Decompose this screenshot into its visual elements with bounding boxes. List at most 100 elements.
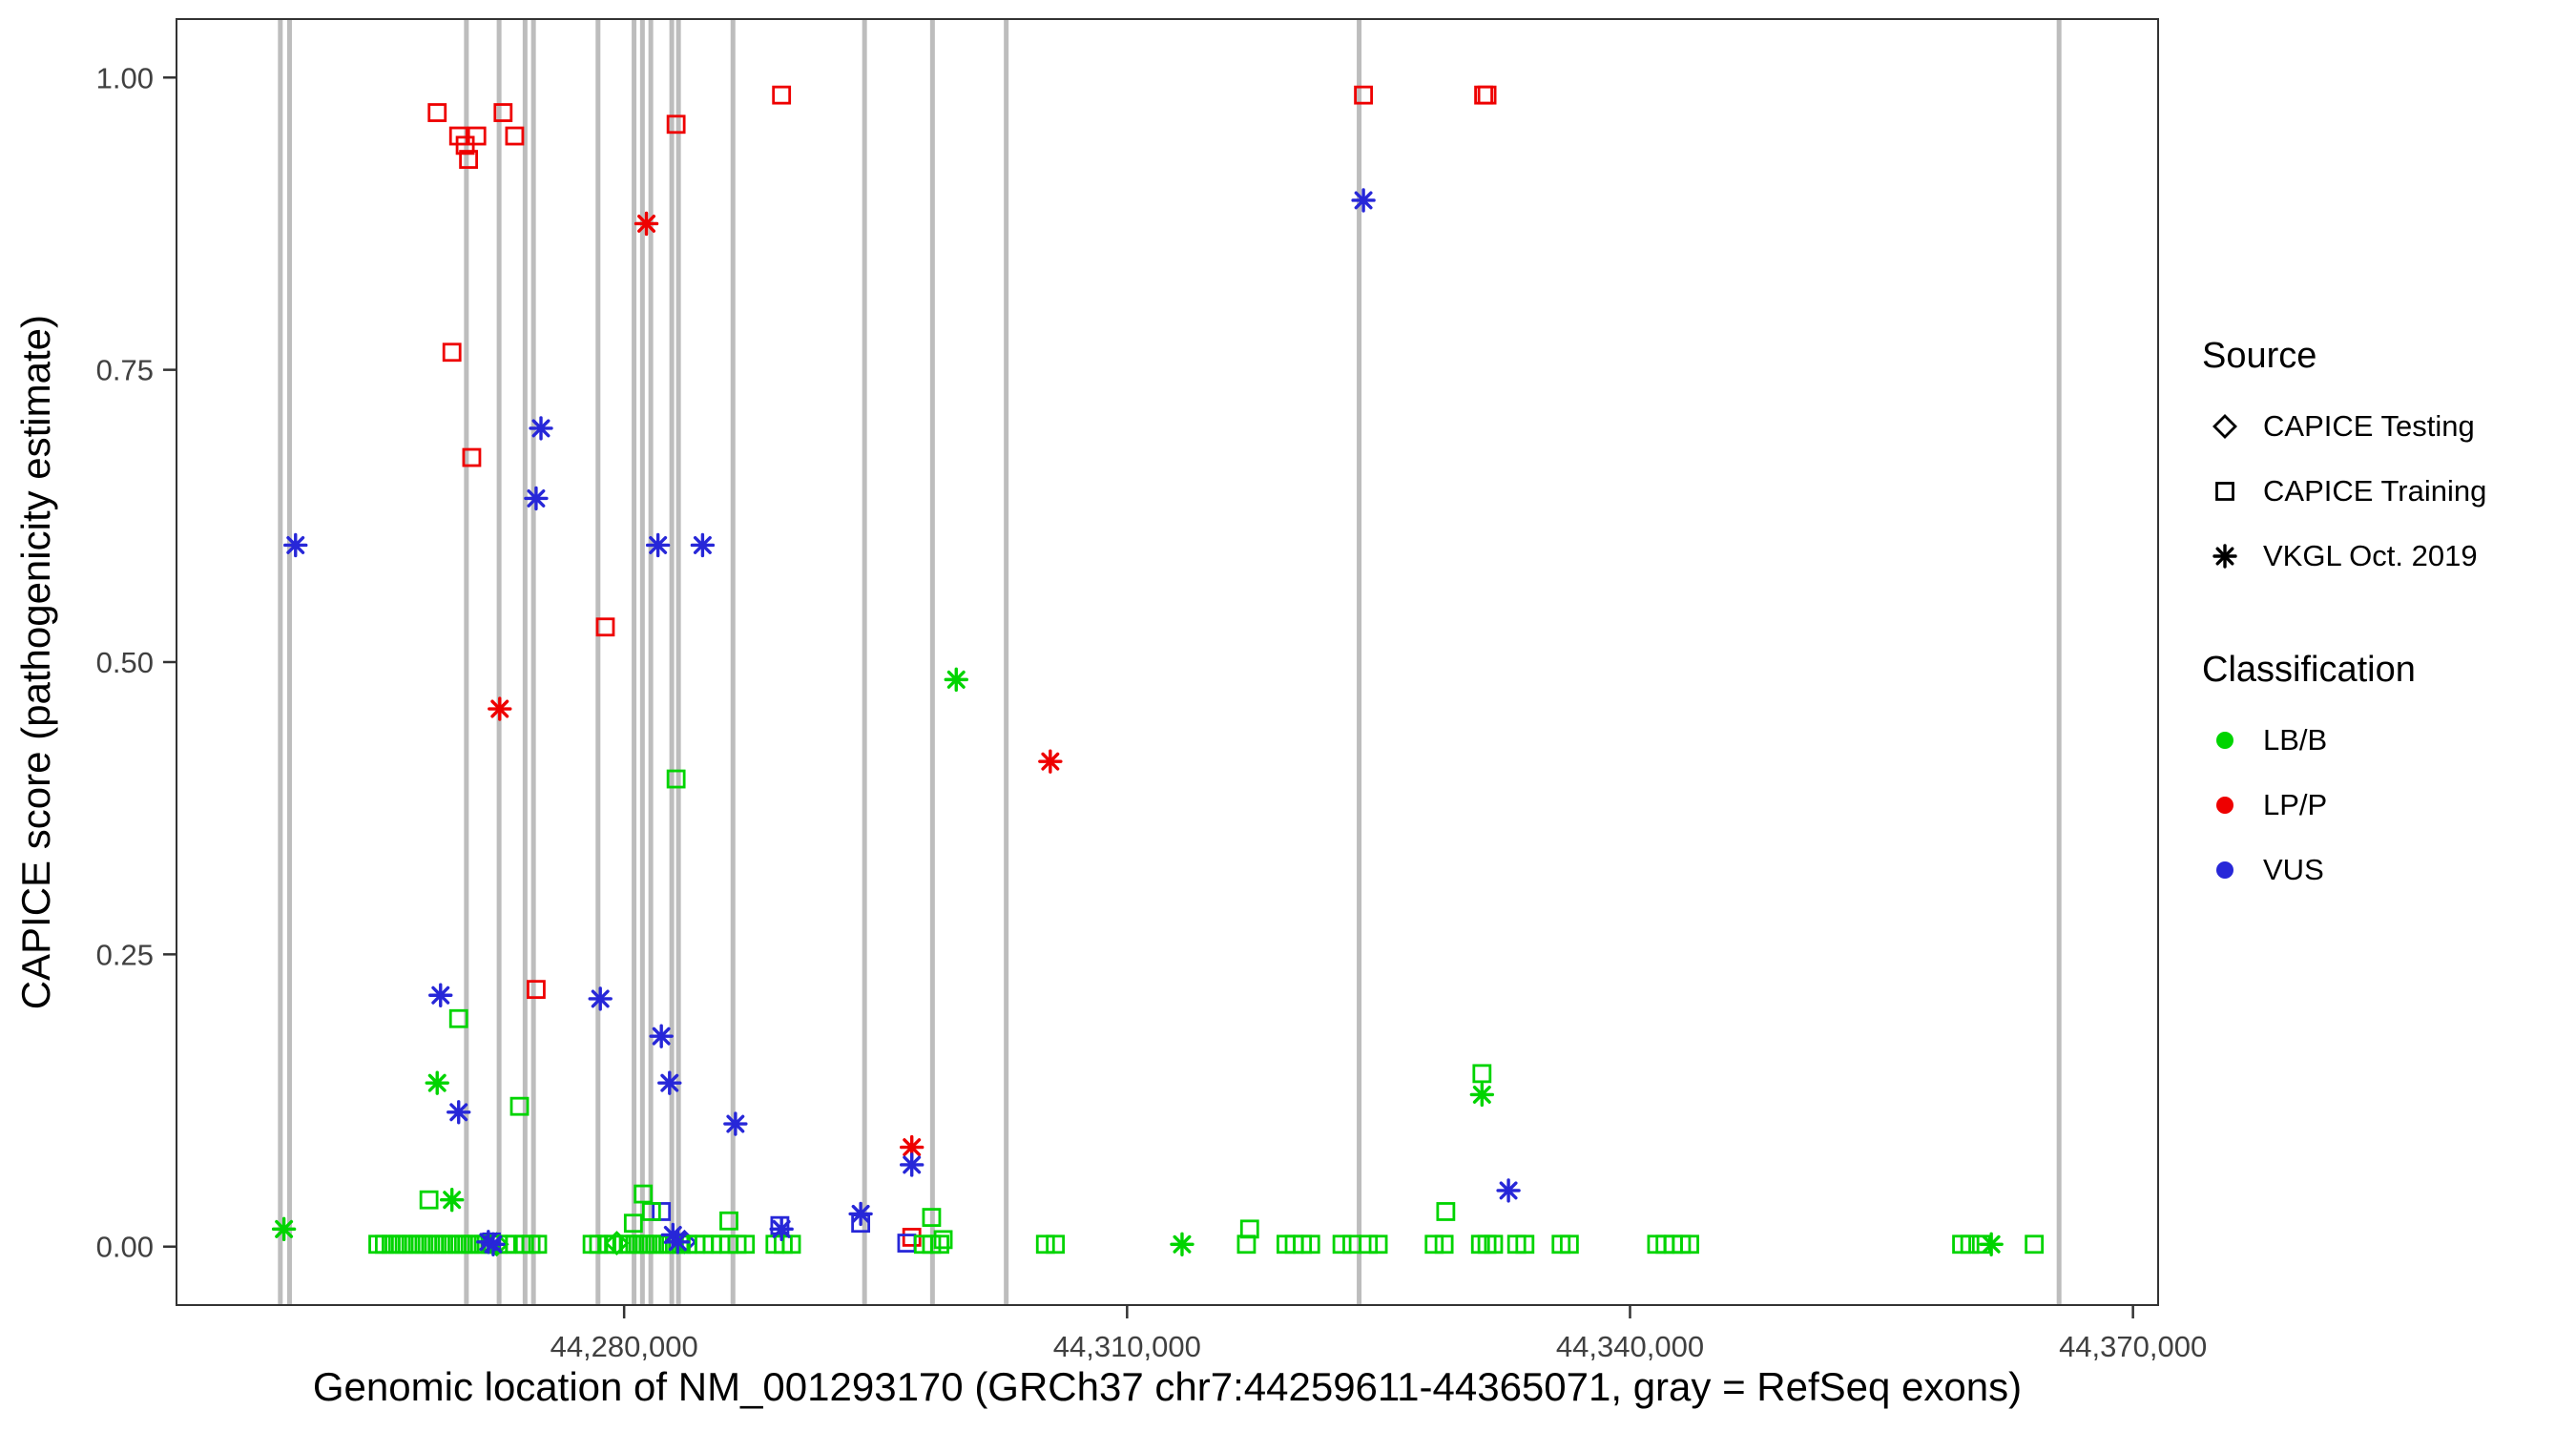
data-point	[1477, 85, 1497, 105]
refseq-exon	[286, 19, 292, 1305]
refseq-exon-bars	[278, 19, 2062, 1305]
refseq-exon	[530, 19, 536, 1305]
legend-item-label: LB/B	[2263, 723, 2328, 757]
data-point	[645, 532, 671, 558]
data-point	[933, 1230, 953, 1250]
y-tick-label: 0.00	[96, 1231, 154, 1264]
refseq-exon	[648, 19, 654, 1305]
data-point	[1434, 1234, 1454, 1255]
legend-item-lpp: LP/P	[2202, 773, 2565, 838]
data-point	[1035, 1234, 1055, 1255]
vus-color-dot-icon	[2202, 847, 2248, 893]
data-point	[1496, 1178, 1521, 1203]
data-point	[900, 1152, 924, 1177]
refseq-exon	[929, 19, 935, 1305]
data-point	[1354, 85, 1373, 105]
data-point	[528, 1234, 548, 1255]
legend-item-vkgl: VKGL Oct. 2019	[2202, 524, 2565, 589]
data-point	[641, 1202, 661, 1221]
legend-item-capice-testing: CAPICE Testing	[2202, 394, 2565, 459]
square-icon	[2202, 468, 2248, 514]
data-point	[1515, 1234, 1535, 1255]
data-point	[427, 103, 447, 122]
data-point	[505, 126, 525, 146]
x-tick-label: 44,370,000	[2059, 1330, 2207, 1363]
data-point	[493, 103, 513, 122]
legend-item-vus: VUS	[2202, 838, 2565, 902]
refseq-exon	[1004, 19, 1009, 1305]
data-point	[1424, 1234, 1444, 1255]
legend-item-label: VKGL Oct. 2019	[2263, 539, 2478, 572]
refseq-exon	[464, 19, 469, 1305]
data-point	[1469, 1082, 1495, 1108]
data-point	[509, 1096, 530, 1116]
data-point	[770, 1215, 790, 1235]
data-point	[442, 342, 462, 363]
refseq-exon	[595, 19, 601, 1305]
x-tick-label: 44,340,000	[1556, 1330, 1704, 1363]
data-point	[1170, 1232, 1195, 1256]
data-point	[524, 486, 549, 511]
data-point	[1559, 1234, 1579, 1255]
data-point	[2025, 1234, 2045, 1255]
lbb-color-dot-icon	[2202, 717, 2248, 763]
data-point	[634, 211, 659, 237]
data-point	[781, 1234, 801, 1255]
data-point	[1300, 1234, 1320, 1255]
data-point	[595, 617, 615, 637]
refseq-exon	[639, 19, 645, 1305]
data-point	[1484, 1234, 1504, 1255]
data-point	[769, 1216, 794, 1242]
data-point	[1038, 749, 1063, 774]
data-point	[527, 980, 546, 1000]
series-asterisk	[271, 188, 2004, 1256]
plot-background	[177, 19, 2158, 1305]
data-point	[1960, 1234, 1980, 1255]
data-point	[459, 150, 479, 169]
data-point	[848, 1201, 873, 1227]
data-point	[1046, 1234, 1066, 1255]
refseq-exon	[522, 19, 528, 1305]
y-axis-title: CAPICE score (pathogenicity estimate)	[13, 314, 58, 1010]
refseq-exon	[730, 19, 736, 1305]
data-point	[623, 1213, 643, 1234]
data-point	[652, 1202, 672, 1221]
data-point	[665, 1230, 691, 1255]
legend-item-label: VUS	[2263, 853, 2324, 886]
data-point	[1472, 1064, 1492, 1084]
data-point	[588, 986, 613, 1011]
data-point	[467, 126, 487, 146]
refseq-exon	[669, 19, 675, 1305]
data-point	[481, 1232, 506, 1256]
data-point	[944, 667, 968, 693]
legend-classification-title: Classification	[2202, 650, 2416, 690]
data-point	[1436, 1202, 1456, 1221]
data-point	[690, 532, 716, 558]
x-tick-label: 44,280,000	[551, 1330, 698, 1363]
y-tick-label: 0.25	[96, 938, 154, 971]
data-point	[419, 1190, 439, 1210]
data-point	[922, 1208, 942, 1227]
legend-source-title: Source	[2202, 336, 2317, 376]
data-point	[649, 1024, 674, 1048]
series-square	[368, 85, 2045, 1255]
data-point	[723, 1111, 748, 1136]
data-point	[930, 1234, 949, 1255]
asterisk-icon	[2202, 533, 2248, 579]
refseq-exon	[2056, 19, 2062, 1305]
data-point	[462, 447, 482, 467]
data-point	[1359, 1234, 1379, 1255]
data-point	[666, 769, 686, 789]
data-point	[657, 1070, 682, 1095]
data-point	[271, 1216, 297, 1242]
data-point	[666, 114, 686, 135]
data-point	[1680, 1234, 1699, 1255]
data-point	[1979, 1232, 2004, 1256]
data-point	[529, 416, 553, 441]
refseq-exon	[632, 19, 637, 1305]
legend-item-lbb: LB/B	[2202, 708, 2565, 773]
y-tick-label: 0.50	[96, 646, 154, 679]
data-point	[448, 1008, 468, 1028]
